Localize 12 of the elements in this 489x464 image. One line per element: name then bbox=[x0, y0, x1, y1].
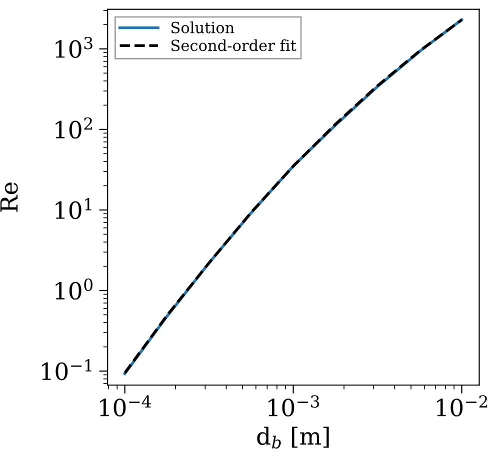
y-tick-label: 10$^{0}$ bbox=[56, 278, 93, 300]
y-tick-label: 10$^{2}$ bbox=[56, 117, 92, 139]
y-tick-label: 10$^{3}$ bbox=[56, 36, 92, 58]
x-tick-label: 10$^{−2}$ bbox=[436, 395, 488, 416]
legend-label: Solution bbox=[172, 22, 234, 34]
y-tick-label: 10$^{1}$ bbox=[56, 198, 92, 220]
legend-label: Second-order fit bbox=[172, 39, 296, 52]
y-axis-title: Re bbox=[0, 182, 18, 212]
x-tick-label: 10$^{−4}$ bbox=[100, 395, 151, 416]
x-axis-title: d$_{b}$ [m] bbox=[257, 426, 329, 449]
y-tick-label: 10$^{−1}$ bbox=[42, 359, 92, 380]
x-tick-label: 10$^{−3}$ bbox=[268, 395, 320, 416]
